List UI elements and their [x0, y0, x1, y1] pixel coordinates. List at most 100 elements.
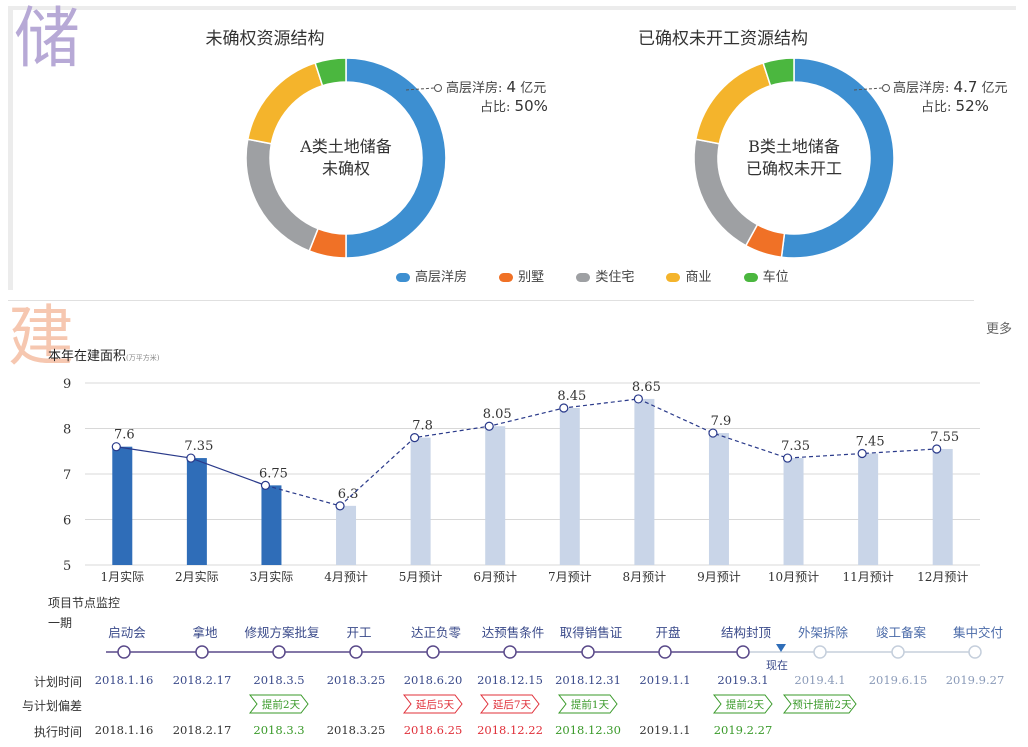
legend-item[interactable]: 高层洋房: [396, 266, 467, 285]
trend-point[interactable]: [857, 448, 867, 459]
donut-slice-高层洋房[interactable]: [780, 57, 895, 259]
bar-10月预计[interactable]: [783, 458, 804, 565]
bar-2月实际[interactable]: [186, 458, 207, 565]
milestone-node[interactable]: [195, 645, 209, 659]
milestone-node[interactable]: [503, 645, 517, 659]
plan-date: 2019.4.1: [794, 673, 845, 687]
trend-point[interactable]: [186, 453, 196, 463]
milestone-label[interactable]: 修规方案批复: [244, 625, 320, 640]
milestone-node[interactable]: [117, 645, 131, 659]
milestone-node[interactable]: [272, 645, 286, 659]
bar-8月预计[interactable]: [634, 398, 655, 565]
milestone-label[interactable]: 外架拆除: [798, 625, 849, 640]
x-tick-label: 2月实际: [175, 569, 219, 584]
legend-item[interactable]: 类住宅: [576, 266, 634, 285]
share-label: 占比:: [921, 100, 952, 115]
milestone-label[interactable]: 达正负零: [411, 625, 462, 640]
milestone-label[interactable]: 达预售条件: [482, 625, 545, 640]
more-link[interactable]: 更多: [986, 322, 1013, 337]
donut-center-line2: 未确权: [321, 159, 370, 178]
donut-slice-高层洋房[interactable]: [345, 57, 447, 259]
trend-point[interactable]: [708, 428, 718, 438]
milestone-node[interactable]: [968, 645, 982, 659]
trend-point[interactable]: [260, 480, 271, 490]
donut-chart-unconfirmed[interactable]: [236, 48, 456, 268]
bar-6月预计[interactable]: [485, 426, 506, 565]
trend-point[interactable]: [335, 501, 345, 511]
milestone-node[interactable]: [658, 645, 672, 659]
callout-leader-confirmed: [853, 84, 890, 92]
bar-9月预计[interactable]: [708, 433, 729, 565]
milestone-label[interactable]: 拿地: [192, 625, 218, 640]
milestone-label[interactable]: 竣工备案: [876, 625, 927, 640]
milestone-label[interactable]: 结构封顶: [721, 625, 772, 640]
milestone-node[interactable]: [581, 645, 595, 659]
data-label: 7.45: [856, 435, 885, 450]
donut-chart-confirmed[interactable]: [684, 48, 904, 268]
bar-11月预计[interactable]: [858, 453, 879, 565]
trend-point[interactable]: [111, 442, 121, 452]
x-tick-label: 11月预计: [842, 570, 893, 584]
actual-date: 2018.3.25: [327, 723, 386, 737]
deviation-badge: [782, 694, 857, 714]
x-tick-label: 8月预计: [623, 570, 667, 584]
trend-point[interactable]: [484, 421, 494, 431]
deviation-badge: [479, 694, 540, 714]
milestone-label[interactable]: 集中交付: [953, 625, 1003, 640]
data-label: 8.65: [632, 380, 661, 395]
milestone-node[interactable]: [736, 645, 750, 659]
construction-area-bar-chart[interactable]: 5 6 7 8 9 1月实际 7.6 2月实际 7.35 3月实际 6.75 4月预计 6.3 5月预计 7…: [40, 370, 1000, 590]
deviation-badge: [402, 694, 463, 714]
actual-date: 2018.3.3: [253, 723, 304, 737]
milestone-label[interactable]: 开盘: [655, 625, 680, 640]
milestone-node[interactable]: [349, 645, 363, 659]
trend-point[interactable]: [932, 444, 942, 454]
chart-title-text: 本年在建面积: [48, 349, 127, 364]
milestone-node[interactable]: [891, 645, 905, 659]
bar-4月预计[interactable]: [336, 505, 357, 565]
x-tick-label: 10月预计: [768, 570, 819, 584]
donut-slice-车位[interactable]: [314, 57, 347, 87]
trend-point[interactable]: [782, 453, 793, 463]
donut-legend: 高层洋房 别墅 类住宅 商业 车位: [396, 266, 817, 285]
bar-12月预计[interactable]: [932, 448, 953, 565]
plan-date: 2019.1.1: [639, 673, 690, 687]
legend-item[interactable]: 别墅: [499, 266, 544, 285]
callout-label: 高层洋房:: [446, 81, 503, 96]
actual-date: 2018.2.17: [173, 723, 232, 737]
legend-item[interactable]: 商业: [666, 266, 711, 285]
watermark-jian: 建: [8, 298, 74, 375]
plan-date: 2018.6.20: [404, 673, 463, 687]
plan-date: 2018.1.16: [95, 673, 154, 687]
deviation-badge: [557, 694, 618, 714]
donut-slice-商业[interactable]: [694, 61, 772, 145]
deviation-text: 提前1天: [571, 698, 610, 711]
callout-confirmed: 高层洋房: 4.7 亿元 占比: 52%: [893, 77, 1025, 115]
section-divider: [8, 300, 974, 301]
milestone-label[interactable]: 启动会: [108, 625, 146, 640]
bar-5月预计[interactable]: [410, 437, 431, 565]
donut-slice-车位[interactable]: [762, 57, 795, 87]
watermark-chu: 储: [14, 0, 80, 77]
plan-date: 2018.2.17: [173, 673, 232, 687]
milestone-label[interactable]: 开工: [346, 625, 371, 640]
milestone-node[interactable]: [426, 645, 440, 659]
deviation-text: 提前2天: [262, 698, 301, 711]
legend-item[interactable]: 车位: [743, 266, 789, 285]
bar-7月预计[interactable]: [559, 408, 580, 565]
milestone-label[interactable]: 取得销售证: [560, 625, 623, 640]
donut-slice-商业[interactable]: [246, 61, 324, 145]
legend-label: 商业: [685, 270, 712, 285]
trend-point[interactable]: [633, 394, 643, 404]
milestone-node[interactable]: [813, 645, 827, 659]
trend-point[interactable]: [410, 432, 420, 443]
legend-label: 类住宅: [595, 270, 635, 285]
legend-swatch: [499, 273, 514, 282]
trend-point[interactable]: [559, 403, 569, 413]
bar-3月实际[interactable]: [261, 485, 282, 565]
bar-1月实际[interactable]: [112, 446, 133, 565]
row-label-plan: 计划时间: [34, 675, 83, 689]
y-tick-label: 8: [63, 423, 71, 438]
milestone-timeline: 启动会 2018.1.16 2018.1.16 拿地 2018.2.17 2018.2.1…: [95, 625, 1005, 737]
x-tick-label: 1月实际: [100, 569, 144, 584]
